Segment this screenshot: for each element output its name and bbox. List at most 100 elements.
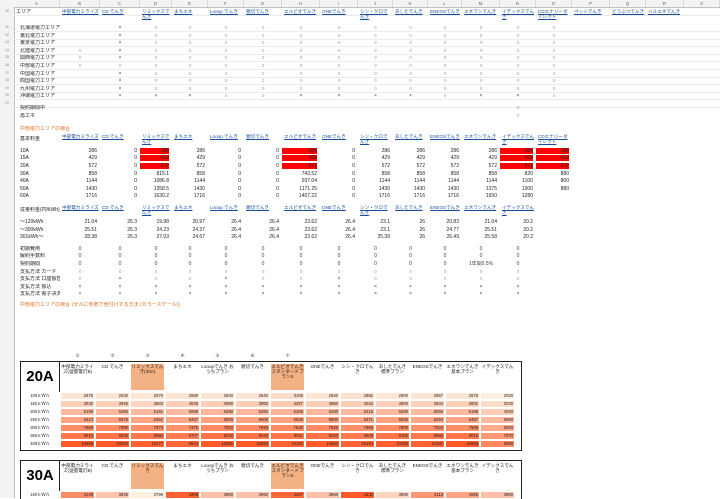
row-number[interactable]: 11 (5, 25, 9, 29)
misc-row-value[interactable]: 0 (154, 253, 158, 260)
panel-price-cell[interactable]: 9240 (236, 433, 269, 439)
panel-price-cell[interactable]: 7475 (166, 425, 199, 431)
panel-price-cell[interactable]: 10560 (236, 441, 269, 447)
basic-fee-value[interactable]: 0 (238, 185, 241, 192)
column-letter-L[interactable]: L (428, 0, 462, 7)
basic-fee-header-cell[interactable]: シン・クロでんき (360, 133, 388, 144)
misc-row-value[interactable]: 0 (516, 253, 520, 260)
panel-price-cell[interactable]: 2657 (411, 393, 444, 399)
misc-row-value[interactable]: 0 (516, 245, 520, 252)
panel-price-cell[interactable]: 5058 (166, 409, 199, 415)
panel-price-cell[interactable]: 3960 (201, 492, 234, 498)
panel-price-cell[interactable]: 8707 (166, 433, 199, 439)
misc-row-value[interactable]: ○ (154, 268, 158, 275)
misc-row-value[interactable]: 0 (118, 253, 122, 260)
basic-fee-value[interactable]: 429 (536, 155, 569, 162)
panel-price-cell[interactable]: 9100 (376, 433, 409, 439)
panel-price-cell[interactable]: 10560 (201, 441, 234, 447)
panel-price-cell[interactable]: 9205 (96, 433, 129, 439)
misc-row-value[interactable]: × (409, 283, 412, 290)
basic-fee-value[interactable]: 0 (352, 178, 355, 185)
panel-price-cell[interactable]: 4042 (341, 401, 374, 407)
misc-row-value[interactable]: × (261, 291, 265, 298)
misc-row-value[interactable]: × (337, 283, 341, 290)
basic-fee-value[interactable]: 0 (352, 147, 355, 154)
unit-price-value[interactable]: 23.62 (304, 234, 317, 241)
misc-row-value[interactable]: ○ (408, 268, 413, 275)
misc-row-value[interactable]: 0 (443, 261, 447, 267)
panel-price-cell[interactable]: 5280 (201, 409, 234, 415)
basic-fee-header-cell[interactable]: CD でんき (102, 133, 124, 139)
panel-price-cell[interactable]: 3945 (96, 492, 129, 498)
basic-fee-value[interactable]: 0 (134, 193, 137, 200)
area-header-cell[interactable]: Looop でんき (210, 9, 238, 14)
basic-fee-value[interactable]: 743.52 (301, 170, 317, 177)
misc-row-value[interactable]: 0 (443, 253, 447, 260)
misc-row-value[interactable]: 0 (409, 245, 412, 252)
panel-price-cell[interactable]: 2640 (236, 393, 269, 399)
unit-price-value[interactable]: 26.4 (345, 219, 355, 225)
basic-fee-header-cell[interactable]: まちエネ (174, 133, 193, 139)
basic-fee-header-cell[interactable]: エルピオでんき (284, 133, 317, 139)
misc-row-value[interactable]: 0 (224, 261, 228, 267)
basic-fee-value[interactable]: 937.04 (301, 178, 317, 185)
misc-row-value[interactable]: × (118, 276, 122, 283)
panel-price-cell[interactable]: 10659 (446, 441, 479, 447)
basic-fee-value[interactable]: 1280 (521, 193, 533, 200)
basic-fee-value[interactable]: 880 (560, 185, 569, 192)
unit-price-value[interactable]: 26.4 (269, 226, 279, 233)
panel-price-cell[interactable]: 5198 (446, 409, 479, 415)
basic-fee-value[interactable]: 1358.5 (153, 185, 169, 192)
misc-row-value[interactable]: ○ (443, 268, 447, 275)
panel-price-cell[interactable]: 3960 (306, 401, 339, 407)
misc-row-value[interactable]: ○ (299, 268, 303, 275)
panel-price-cell[interactable]: 5198 (61, 409, 94, 415)
panel-price-cell[interactable]: 9010 (446, 433, 479, 439)
panel-price-cell[interactable]: 7668 (446, 425, 479, 431)
basic-fee-value[interactable]: 1144 (486, 178, 497, 185)
misc-row-value[interactable]: × (224, 291, 228, 298)
misc-row-value[interactable]: ○ (479, 276, 483, 283)
basic-fee-value[interactable]: 1144 (194, 178, 205, 185)
misc-row-value[interactable]: 0 (479, 245, 483, 252)
misc-row-value[interactable]: 0 (516, 261, 520, 267)
misc-row-value[interactable]: ○ (224, 268, 228, 275)
panel-price-cell[interactable]: 9240 (201, 433, 234, 439)
misc-row-value[interactable]: 0 (224, 245, 228, 252)
unit-price-value[interactable]: 25.51 (484, 226, 497, 233)
panel-price-cell[interactable]: 8080 (481, 441, 514, 447)
misc-row-value[interactable]: 0 (337, 261, 341, 267)
basic-fee-value[interactable]: 1716 (447, 193, 459, 200)
basic-fee-value[interactable]: 858 (450, 170, 459, 177)
misc-row-value[interactable]: × (443, 283, 447, 290)
misc-row-value[interactable]: × (409, 291, 412, 298)
panel-price-cell[interactable]: 7574 (131, 425, 164, 431)
panel-price-cell[interactable]: 3900 (376, 401, 409, 407)
unit-price-header-cell[interactable]: ENEOSでんき (430, 205, 460, 210)
unit-price-value[interactable]: 24.77 (446, 226, 459, 233)
panel-price-cell[interactable]: 2630 (96, 393, 129, 399)
panel-price-cell[interactable]: 6575 (96, 417, 129, 423)
basic-fee-value[interactable]: 858 (381, 170, 390, 177)
misc-row-value[interactable]: ○ (408, 276, 413, 283)
misc-row-value[interactable]: × (516, 283, 520, 290)
unit-price-header-cell[interactable]: 中部電力ミライズ (62, 205, 99, 210)
basic-fee-value[interactable]: 0 (352, 185, 355, 192)
panel-price-cell[interactable]: 3932 (446, 401, 479, 407)
basic-fee-value[interactable]: 0 (276, 170, 279, 177)
basic-fee-value[interactable]: 0 (238, 178, 241, 185)
basic-fee-value[interactable]: 1375 (485, 185, 497, 192)
misc-row-value[interactable]: × (154, 283, 158, 290)
column-letter-A[interactable]: A (14, 0, 60, 7)
basic-fee-value[interactable]: 1000 (521, 185, 533, 192)
misc-row-value[interactable]: 0 (188, 245, 192, 252)
basic-fee-value[interactable]: 0 (134, 178, 137, 185)
misc-row-value[interactable]: 0 (299, 253, 303, 260)
basic-fee-header-cell[interactable]: 親切でんき (246, 133, 269, 139)
misc-row-value[interactable]: × (374, 283, 377, 290)
basic-fee-value[interactable]: 572 (88, 163, 97, 169)
panel-price-cell[interactable]: 8856 (411, 433, 444, 439)
basic-fee-value[interactable]: 1716 (85, 193, 97, 200)
basic-fee-value[interactable]: 0 (238, 163, 241, 169)
misc-row-value[interactable]: 0 (118, 261, 122, 267)
